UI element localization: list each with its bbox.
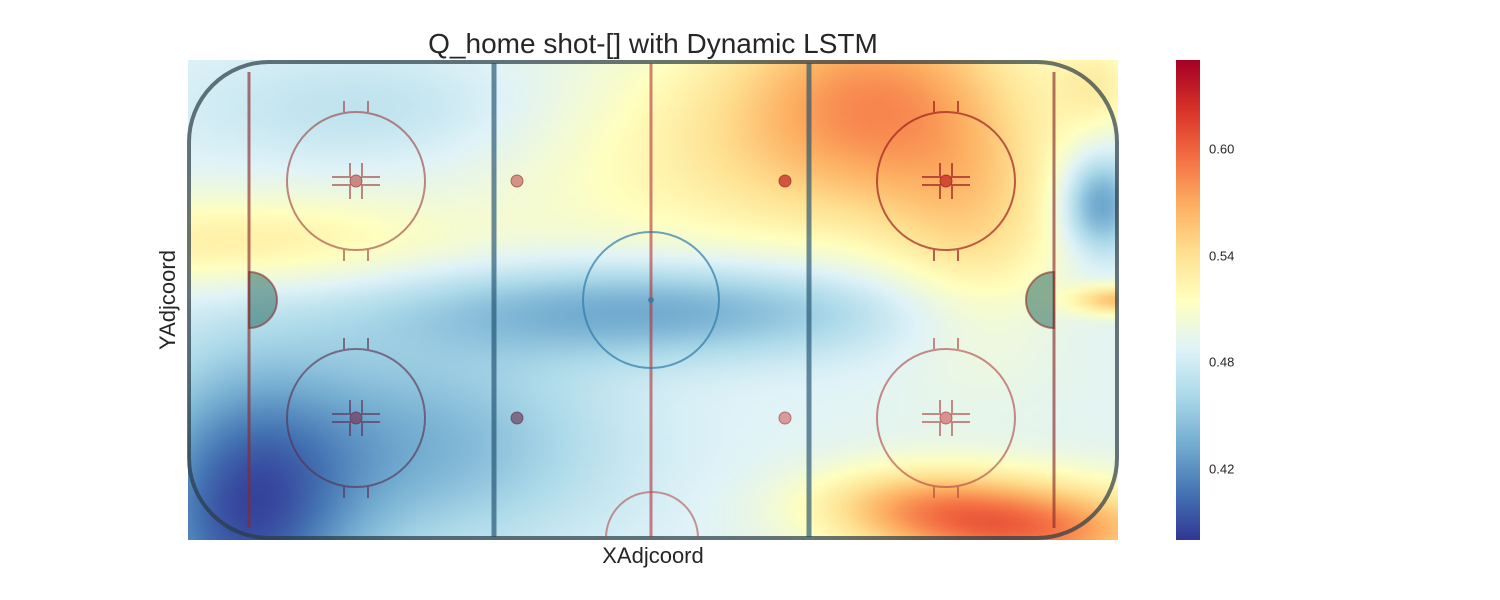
center-faceoff-dot	[648, 297, 654, 303]
goal-crease-left	[248, 270, 278, 330]
faceoff-circle-bottom-right	[876, 338, 1016, 498]
colorbar-tick-label: 0.54	[1209, 248, 1235, 264]
goal-crease-right	[1025, 270, 1055, 330]
colorbar-tick-label: 0.48	[1209, 354, 1235, 370]
neutral-dot-bottom-right	[778, 411, 792, 425]
center-circle	[582, 231, 720, 369]
colorbar	[1176, 60, 1200, 540]
neutral-dot-top-left	[510, 174, 524, 188]
chart-title: Q_home shot-[] with Dynamic LSTM	[428, 28, 878, 59]
rink-boards	[187, 60, 1119, 540]
faceoff-circle-top-right	[876, 101, 1016, 261]
colorbar-tick-label: 0.60	[1209, 141, 1235, 157]
x-axis-label: XAdjcoord	[602, 543, 704, 568]
colorbar-tick-label: 0.42	[1209, 461, 1235, 477]
faceoff-circle-bottom-left	[286, 338, 426, 498]
neutral-dot-bottom-left	[510, 411, 524, 425]
referee-crease	[605, 491, 699, 539]
neutral-dot-top-right	[778, 174, 792, 188]
rink-overlay	[187, 60, 1119, 540]
y-axis-label: YAdjcoord	[155, 250, 180, 350]
faceoff-circle-top-left	[286, 101, 426, 261]
